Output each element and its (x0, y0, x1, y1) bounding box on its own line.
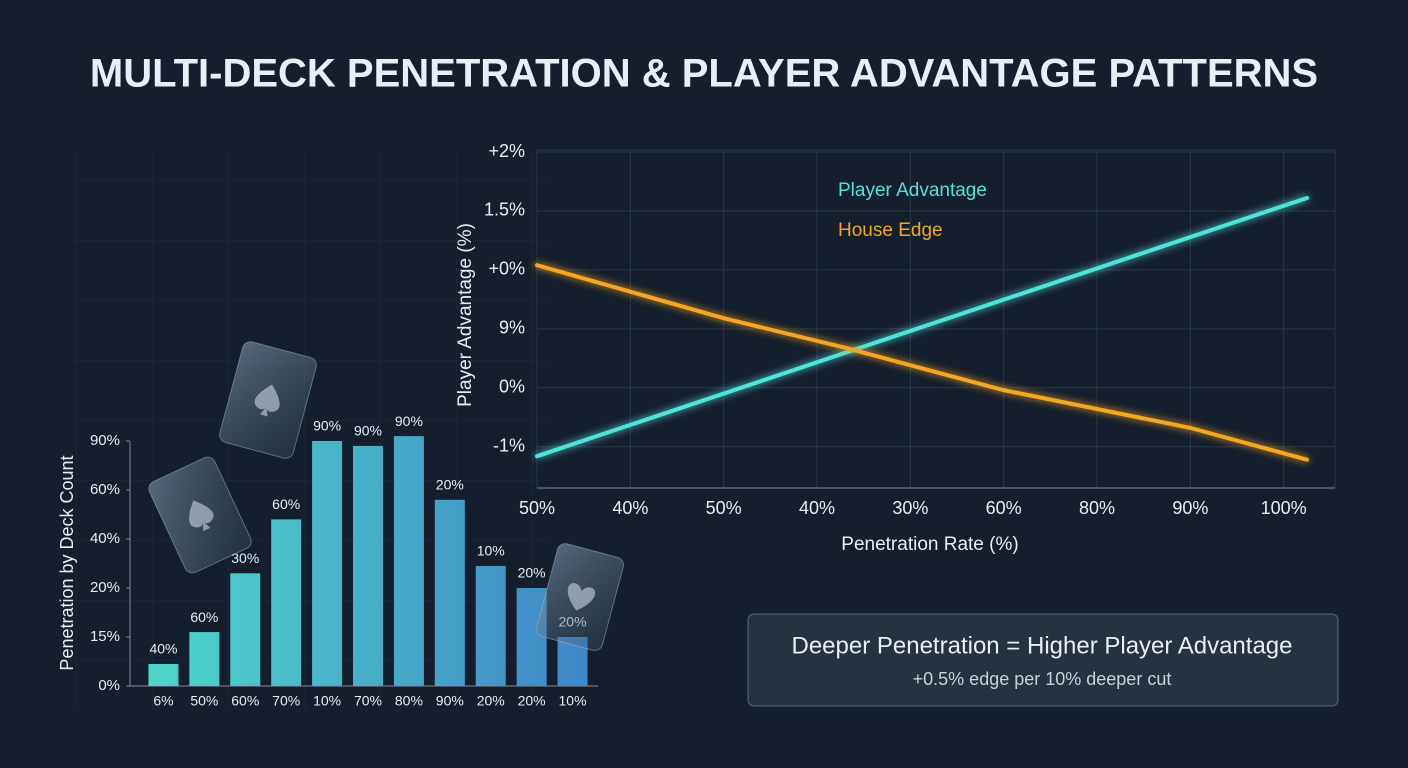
y-axis-label: Player Advantage (%) (455, 223, 476, 407)
x-tick-label: 60% (986, 498, 1022, 518)
callout: Deeper Penetration = Higher Player Advan… (747, 613, 1339, 707)
bar (516, 588, 547, 686)
x-tick-label: 30% (892, 498, 928, 518)
x-tick-label: 60% (231, 693, 259, 709)
y-tick-label: 20% (90, 579, 120, 596)
callout-box (747, 613, 1339, 707)
bar (230, 573, 261, 686)
background-grid (70, 150, 550, 710)
data-label: 60% (190, 609, 218, 625)
y-tick-label: 60% (90, 481, 120, 498)
x-tick-label: 90% (1172, 498, 1208, 518)
x-tick-label: 90% (436, 693, 464, 709)
y-tick-label: 0% (98, 677, 120, 694)
legend-entry: House Edge (838, 220, 943, 241)
card (536, 543, 624, 651)
x-tick-label: 50% (519, 498, 555, 518)
x-tick-label: 40% (612, 498, 648, 518)
page-title: MULTI-DECK PENETRATION & PLAYER ADVANTAG… (90, 52, 1318, 96)
x-tick-label: 20% (518, 693, 546, 709)
x-tick-label: 50% (706, 498, 742, 518)
callout-text: +0.5% edge per 10% deeper cut (913, 669, 1172, 689)
data-label: 90% (354, 423, 382, 439)
bar (271, 519, 302, 686)
data-label: 40% (149, 641, 177, 657)
y-tick-label: +0% (488, 259, 525, 279)
y-tick-label: 40% (90, 530, 120, 547)
card (219, 341, 317, 459)
x-tick-label: 10% (559, 693, 587, 709)
data-label: 60% (272, 496, 300, 512)
bar (148, 663, 179, 686)
y-tick-label: 90% (90, 432, 120, 449)
x-tick-label: 100% (1261, 498, 1307, 518)
card (148, 456, 252, 574)
bar (353, 445, 383, 686)
y-tick-label: 0% (499, 377, 525, 397)
y-tick-label: 9% (499, 318, 525, 338)
x-tick-label: 20% (477, 693, 505, 709)
y-tick-label: -1% (493, 435, 525, 455)
y-tick-label: 1.5% (484, 200, 525, 220)
x-tick-label: 80% (395, 693, 423, 709)
data-label: 20% (518, 565, 546, 581)
bar (475, 565, 506, 686)
bar (312, 441, 343, 686)
bar (393, 436, 424, 686)
callout-heading: Deeper Penetration = Higher Player Advan… (792, 632, 1293, 659)
data-label: 90% (395, 413, 423, 429)
x-tick-label: 70% (272, 693, 300, 709)
bar (189, 632, 220, 686)
bar (434, 499, 465, 686)
x-tick-label: 10% (313, 693, 341, 709)
x-tick-label: 40% (799, 498, 835, 518)
data-label: 30% (231, 550, 259, 566)
series-line (535, 263, 1309, 462)
x-tick-label: 6% (153, 693, 173, 709)
data-label: 10% (477, 543, 505, 559)
x-tick-label: 80% (1079, 498, 1115, 518)
cards (148, 341, 624, 651)
x-tick-label: 50% (190, 693, 218, 709)
x-axis-label: Penetration Rate (%) (841, 534, 1018, 555)
data-label: 20% (436, 477, 464, 493)
x-tick-label: 70% (354, 693, 382, 709)
legend-entry: Player Advantage (838, 180, 987, 201)
y-tick-label: +2% (488, 141, 525, 161)
y-axis-label: Penetration by Deck Count (57, 455, 77, 670)
series-line (535, 195, 1309, 459)
y-tick-label: 15% (90, 628, 120, 645)
data-label: 90% (313, 418, 341, 434)
